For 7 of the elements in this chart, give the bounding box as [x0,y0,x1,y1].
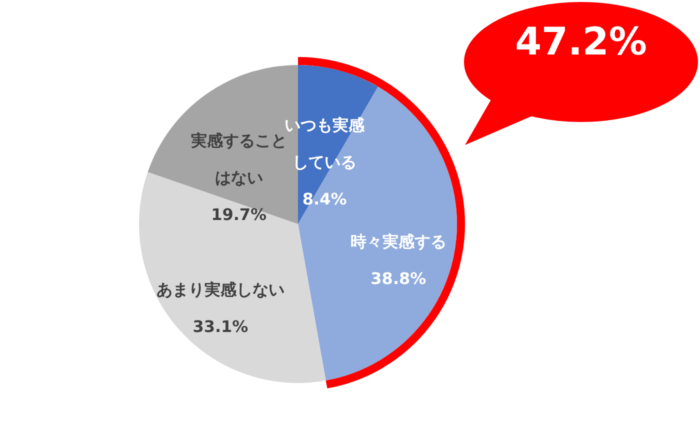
text: 47.2% [515,19,647,64]
data-label: 38.8% [370,268,426,288]
data-label: 33.1% [192,317,248,336]
slice-label: あまり実感しない [156,280,284,300]
data-label: 19.7% [211,204,267,224]
slice-label: 時々実感する [350,232,446,251]
slice-label: 実感することはない [190,130,287,187]
